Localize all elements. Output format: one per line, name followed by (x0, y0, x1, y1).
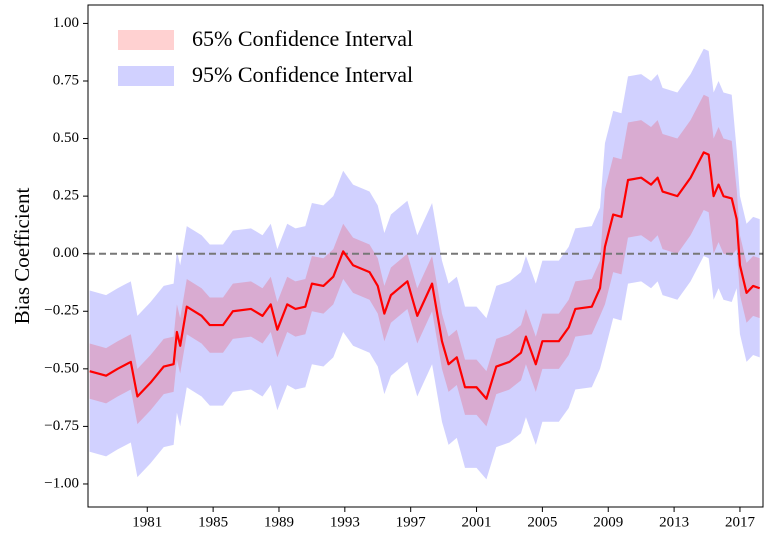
x-tick-label: 2013 (659, 514, 689, 530)
legend-label: 95% Confidence Interval (192, 62, 413, 87)
legend-swatch (118, 66, 174, 86)
y-tick-label: 1.00 (53, 15, 79, 31)
x-tick-label: 1985 (198, 514, 228, 530)
x-tick-label: 2005 (527, 514, 557, 530)
y-tick-label: −0.75 (44, 418, 79, 434)
y-tick-label: 0.50 (53, 130, 79, 146)
legend-label: 65% Confidence Interval (192, 26, 413, 51)
y-axis-label: Bias Coefficient (10, 188, 34, 325)
confidence-band (89, 48, 760, 480)
x-tick-label: 1981 (132, 514, 162, 530)
x-tick-label: 1993 (330, 514, 360, 530)
legend-swatch (118, 30, 174, 50)
y-tick-label: −0.25 (44, 303, 79, 319)
y-tick-label: 0.25 (53, 188, 79, 204)
x-tick-label: 2009 (593, 514, 623, 530)
y-tick-label: −1.00 (44, 475, 79, 491)
confidence-band (89, 94, 760, 427)
center-line (89, 151, 761, 400)
y-tick-label: 0.75 (53, 72, 79, 88)
y-tick-label: 0.00 (53, 245, 79, 261)
x-tick-label: 2001 (462, 514, 492, 530)
x-tick-label: 2017 (725, 514, 756, 530)
y-tick-label: −0.50 (44, 360, 79, 376)
legend: 65% Confidence Interval 95% Confidence In… (118, 26, 413, 87)
x-tick-label: 1997 (396, 514, 427, 530)
x-tick-label: 1989 (264, 514, 294, 530)
plot-frame (87, 4, 764, 508)
